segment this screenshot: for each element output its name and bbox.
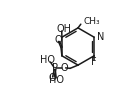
Text: OH: OH: [56, 24, 71, 34]
Text: HO: HO: [49, 74, 64, 85]
Text: F: F: [91, 57, 97, 67]
Text: O: O: [49, 73, 56, 83]
Text: N: N: [97, 32, 104, 42]
Text: P: P: [52, 63, 58, 73]
Text: HO: HO: [40, 55, 55, 65]
Text: O: O: [54, 35, 62, 45]
Text: CH₃: CH₃: [84, 17, 100, 26]
Text: O: O: [60, 63, 68, 73]
